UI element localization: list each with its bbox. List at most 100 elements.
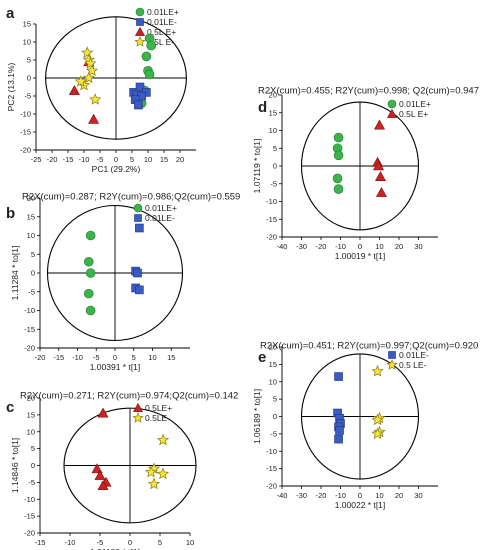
- y-tick-label: -10: [266, 197, 277, 206]
- x-tick-label: -15: [63, 155, 74, 164]
- legend-label: 0.01LE-: [399, 350, 429, 360]
- legend-marker: [134, 26, 146, 36]
- data-point-circle: [146, 40, 156, 51]
- legend-marker: [386, 108, 398, 118]
- panel-title-e: R2X(cum)=0.451; R2Y(cum)=0.997;Q2(cum)=0…: [260, 340, 478, 351]
- x-tick-label: 10: [144, 155, 152, 164]
- y-tick-label: -20: [266, 482, 277, 491]
- legend-marker: [386, 359, 398, 370]
- panel-letter-d: d: [258, 99, 267, 116]
- y-tick-label: -5: [28, 287, 35, 296]
- x-tick-label: -30: [296, 242, 307, 251]
- data-point-square: [135, 223, 144, 233]
- y-tick-label: 0: [31, 269, 35, 278]
- x-tick-label: 10: [375, 491, 383, 500]
- x-tick-label: 20: [176, 155, 184, 164]
- y-tick-label: -15: [24, 512, 35, 521]
- data-point-square: [135, 285, 144, 295]
- x-tick-label: 0: [128, 538, 132, 547]
- x-tick-label: -20: [316, 491, 327, 500]
- x-tick-label: 5: [132, 353, 136, 362]
- data-point-star: [81, 46, 94, 58]
- x-tick-label: -5: [93, 353, 100, 362]
- y-tick-label: 20: [27, 394, 35, 403]
- x-tick-label: -10: [65, 538, 76, 547]
- data-point-circle: [144, 69, 155, 80]
- y-tick-label: -20: [266, 233, 277, 242]
- panel-letter-e: e: [258, 349, 266, 366]
- y-tick-label: -10: [24, 495, 35, 504]
- x-tick-label: -10: [335, 491, 346, 500]
- y-tick-label: -5: [270, 429, 277, 438]
- panel-d: d R2X(cum)=0.455; R2Y(cum)=0.998; Q2(cum)…: [252, 85, 479, 261]
- y-axis-label: 1.07119 * to[1]: [252, 139, 262, 194]
- y-tick-label: -20: [24, 529, 35, 538]
- data-point-star: [89, 93, 102, 105]
- y-tick-label: 10: [269, 377, 277, 386]
- x-tick-label: -30: [296, 491, 307, 500]
- x-axis-label: 1.00391 * t[1]: [90, 362, 141, 372]
- x-tick-label: 15: [160, 155, 168, 164]
- legend-label: 0.5LE+: [145, 403, 172, 413]
- y-tick-label: 20: [269, 343, 277, 352]
- y-tick-label: 15: [27, 212, 35, 221]
- data-point-star: [85, 64, 99, 76]
- y-tick-label: 20: [269, 91, 277, 100]
- data-point-circle: [333, 184, 344, 194]
- legend-label: 0.5LE-: [145, 413, 170, 423]
- data-point-triangle: [375, 187, 387, 197]
- panel-c: c R2X(cum)=0.271; R2Y(cum)=0.974;Q2(cum)=…: [6, 390, 238, 550]
- data-point-square: [135, 82, 145, 92]
- y-tick-label: 5: [273, 144, 277, 153]
- y-tick-label: 10: [269, 126, 277, 135]
- data-point-circle: [141, 51, 152, 62]
- data-point-triangle: [373, 119, 386, 130]
- data-point-circle: [85, 305, 96, 316]
- data-point-triangle: [68, 84, 80, 95]
- y-tick-label: -5: [270, 179, 277, 188]
- y-tick-label: -10: [20, 110, 31, 119]
- legend-marker: [134, 214, 142, 222]
- y-tick-label: 15: [269, 108, 277, 117]
- data-point-triangle: [374, 171, 386, 181]
- x-tick-label: 20: [395, 491, 403, 500]
- x-tick-label: -5: [97, 538, 104, 547]
- legend-marker: [388, 351, 396, 359]
- legend-label: 0.01LE-: [147, 17, 177, 27]
- legend-label: 0.01LE+: [399, 99, 431, 109]
- legend-marker: [387, 99, 397, 109]
- data-point-circle: [83, 256, 94, 267]
- data-point-circle: [333, 132, 344, 143]
- data-point-circle: [85, 268, 96, 278]
- x-tick-label: 10: [186, 538, 194, 547]
- y-tick-label: 5: [273, 395, 277, 404]
- x-axis-label: PC1 (29.2%): [92, 164, 141, 174]
- y-tick-label: -5: [28, 478, 35, 487]
- legend-label: 0.5L E+: [399, 109, 428, 119]
- x-tick-label: -5: [97, 155, 104, 164]
- x-tick-label: -10: [335, 242, 346, 251]
- x-tick-label: -25: [31, 155, 42, 164]
- legend-marker: [134, 36, 146, 47]
- x-tick-label: -10: [72, 353, 83, 362]
- panel-letter-b: b: [6, 205, 15, 222]
- x-tick-label: 20: [395, 242, 403, 251]
- x-tick-label: -20: [316, 242, 327, 251]
- data-point-square: [334, 434, 343, 444]
- x-tick-label: 0: [114, 155, 118, 164]
- data-point-square: [133, 268, 142, 278]
- x-tick-label: -15: [53, 353, 64, 362]
- y-axis-label: 1.14846 * to[1]: [10, 438, 20, 493]
- y-tick-label: 15: [269, 360, 277, 369]
- legend-label: 0.01LE+: [147, 7, 179, 17]
- y-tick-label: -15: [24, 325, 35, 334]
- y-tick-label: 15: [23, 20, 31, 29]
- y-tick-label: -10: [266, 447, 277, 456]
- data-point-square: [335, 426, 344, 435]
- data-point-triangle: [97, 480, 109, 491]
- data-point-star: [156, 433, 170, 446]
- y-axis-label: 1.06189 * to[1]: [252, 389, 262, 444]
- data-point-circle: [83, 288, 94, 299]
